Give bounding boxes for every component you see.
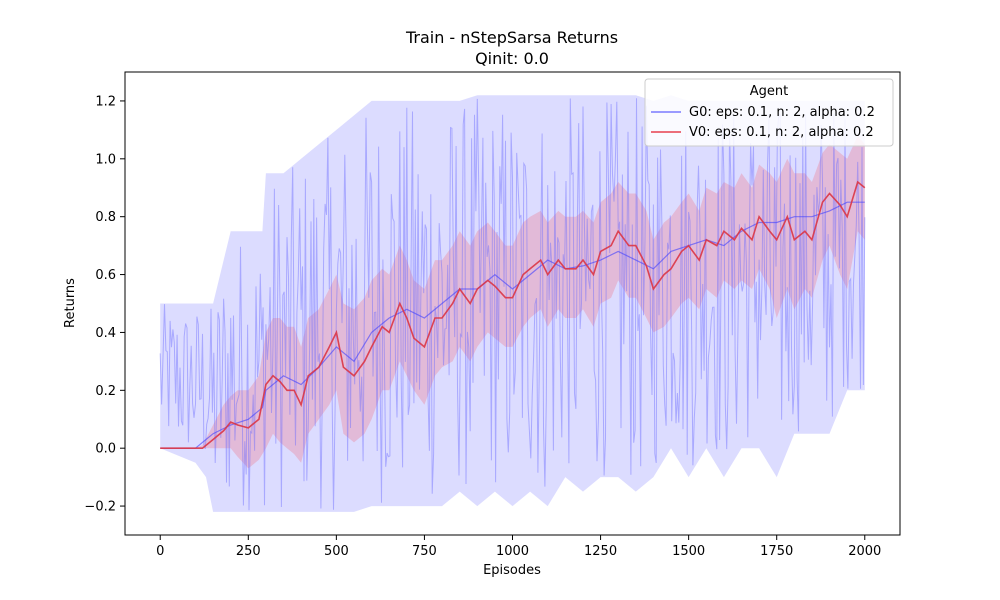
- band-g0: [160, 95, 865, 512]
- y-tick-label: 0.4: [95, 326, 116, 341]
- y-tick-label: 0.0: [95, 442, 116, 457]
- bands-layer: [160, 95, 865, 512]
- series-line-g0: [160, 201, 865, 449]
- y-axis: −0.2 0.0 0.2 0.4 0.6 0.8 1.0 1.2: [84, 94, 125, 515]
- y-tick-label: 1.0: [95, 152, 116, 167]
- x-tick-label: 750: [412, 544, 437, 559]
- y-tick-label: −0.2: [84, 500, 116, 515]
- g0-episode-returns: [159, 98, 866, 511]
- x-tick-label: 1000: [496, 544, 529, 559]
- legend-title: Agent: [750, 84, 788, 99]
- x-tick-label: 2000: [848, 544, 881, 559]
- x-tick-label: 1500: [672, 544, 705, 559]
- x-tick-label: 0: [156, 544, 164, 559]
- legend-label-g0: G0: eps: 0.1, n: 2, alpha: 0.2: [689, 105, 875, 120]
- legend-box: [644, 78, 894, 147]
- legend: Agent G0: eps: 0.1, n: 2, alpha: 0.2 V0:…: [644, 78, 894, 147]
- band-v0: [160, 135, 865, 469]
- x-tick-label: 1250: [584, 544, 617, 559]
- chart-subtitle: Qinit: 0.0: [475, 49, 549, 68]
- x-tick-label: 1750: [760, 544, 793, 559]
- series-line-v0: [160, 180, 866, 449]
- legend-label-v0: V0: eps: 0.1, n: 2, alpha: 0.2: [689, 125, 874, 140]
- y-tick-label: 0.6: [95, 268, 116, 283]
- x-axis: 0 250 500 750 1000 1250 1500 1750 2000: [156, 535, 881, 559]
- x-tick-label: 500: [324, 544, 349, 559]
- lines-layer: [160, 180, 866, 449]
- y-axis-label: Returns: [63, 278, 78, 328]
- x-tick-label: 250: [236, 544, 261, 559]
- chart-title: Train - nStepSarsa Returns: [405, 28, 618, 47]
- noise-layer: [159, 98, 866, 511]
- y-tick-label: 1.2: [95, 94, 116, 109]
- y-tick-label: 0.8: [95, 210, 116, 225]
- y-tick-label: 0.2: [95, 384, 116, 399]
- x-axis-label: Episodes: [483, 563, 541, 578]
